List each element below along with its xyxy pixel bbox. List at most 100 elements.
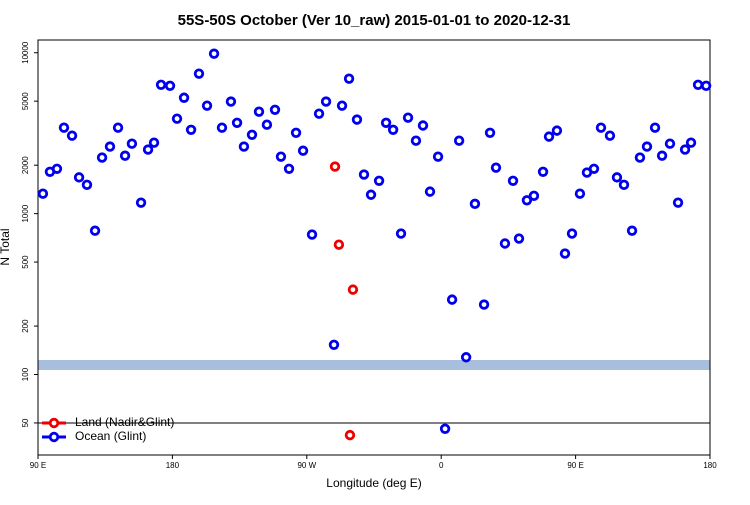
- point: [679, 144, 691, 155]
- point: [521, 195, 533, 206]
- point: [373, 175, 385, 186]
- point: [513, 233, 525, 244]
- point: [126, 138, 138, 149]
- point: [469, 198, 481, 210]
- point: [417, 120, 429, 131]
- point: [185, 124, 197, 135]
- point: [37, 188, 49, 199]
- y-axis-label: N Total: [0, 228, 12, 265]
- point: [253, 106, 265, 117]
- point: [634, 152, 646, 163]
- point: [507, 175, 519, 186]
- point: [193, 68, 205, 79]
- point: [358, 169, 370, 180]
- point: [664, 138, 676, 149]
- point: [387, 124, 399, 135]
- point: [347, 284, 359, 295]
- point: [439, 423, 451, 434]
- point: [73, 172, 85, 183]
- x-tick-label: 90 E: [567, 461, 583, 470]
- point: [238, 141, 250, 152]
- y-tick-label: 100: [21, 367, 30, 381]
- point: [313, 108, 325, 119]
- point: [142, 144, 154, 155]
- point: [171, 113, 183, 124]
- point: [290, 127, 302, 138]
- point: [528, 190, 540, 202]
- point: [225, 96, 237, 107]
- point: [343, 73, 355, 84]
- y-tick-label: 500: [21, 255, 30, 269]
- point: [112, 122, 124, 133]
- point: [490, 162, 502, 173]
- point: [231, 117, 243, 128]
- y-tick-label: 50: [21, 418, 30, 427]
- point: [275, 151, 287, 162]
- point: [484, 127, 496, 138]
- legend-marker: [48, 431, 60, 443]
- point: [283, 163, 295, 174]
- point: [499, 238, 511, 249]
- y-tick-label: 1000: [21, 204, 30, 222]
- point: [478, 299, 490, 310]
- point: [148, 137, 160, 148]
- point: [344, 429, 356, 441]
- point: [208, 48, 220, 59]
- point: [574, 188, 586, 199]
- point: [402, 112, 414, 123]
- chart-title: 55S-50S October (Ver 10_raw) 2015-01-01 …: [178, 12, 571, 29]
- x-tick-label: 180: [703, 461, 717, 470]
- y-tick-label: 10000: [21, 41, 30, 64]
- point: [543, 131, 555, 142]
- point: [320, 96, 332, 107]
- point: [89, 225, 101, 236]
- y-tick-label: 2000: [21, 156, 30, 174]
- point: [672, 197, 684, 208]
- point: [246, 129, 258, 140]
- point: [96, 152, 108, 163]
- point: [618, 179, 630, 191]
- legend-label: Ocean (Glint): [75, 429, 146, 443]
- point: [460, 352, 472, 363]
- point: [261, 119, 273, 130]
- point: [410, 135, 422, 146]
- point: [178, 92, 190, 103]
- point: [306, 229, 318, 240]
- point: [329, 161, 341, 172]
- point: [537, 166, 549, 177]
- point: [626, 225, 638, 236]
- x-tick-label: 90 W: [297, 461, 316, 470]
- point: [333, 239, 345, 250]
- point: [604, 130, 616, 141]
- point: [685, 137, 697, 148]
- plot-frame: [37, 39, 711, 456]
- point: [424, 186, 436, 197]
- point: [269, 104, 281, 115]
- point: [351, 114, 363, 125]
- legend-marker: [48, 417, 60, 429]
- point: [453, 135, 465, 146]
- point: [551, 125, 563, 136]
- point: [81, 179, 93, 191]
- point: [395, 228, 407, 239]
- point: [588, 163, 600, 174]
- point: [692, 79, 704, 91]
- point: [611, 172, 623, 183]
- point: [135, 197, 147, 208]
- x-axis-label: Longitude (deg E): [326, 476, 421, 490]
- band: [38, 360, 710, 370]
- point: [649, 122, 661, 133]
- point: [201, 100, 213, 111]
- legend-label: Land (Nadir&Glint): [75, 415, 174, 429]
- point: [432, 151, 444, 162]
- point: [566, 228, 578, 239]
- point: [656, 150, 668, 161]
- point: [216, 122, 228, 133]
- x-tick-label: 0: [439, 461, 444, 470]
- point: [119, 150, 131, 161]
- point: [164, 80, 176, 92]
- point: [104, 141, 116, 152]
- point: [58, 122, 70, 133]
